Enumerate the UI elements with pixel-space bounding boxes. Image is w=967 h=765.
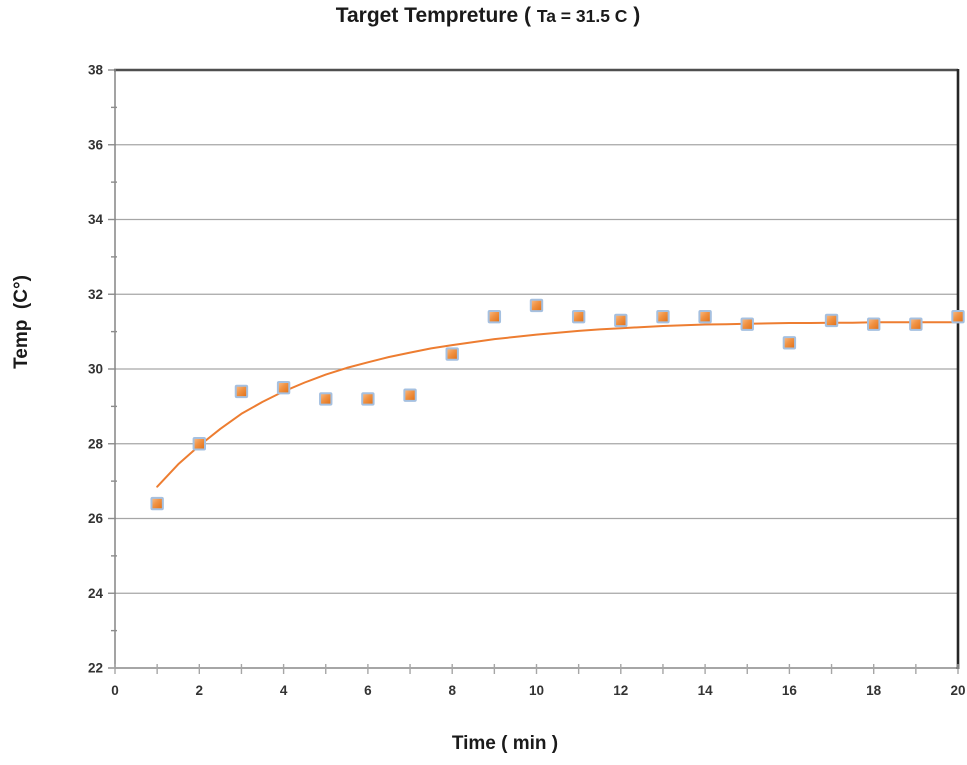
y-tick-label-34: 34 — [88, 212, 104, 227]
data-point-x6 — [361, 392, 375, 406]
data-point-markers — [150, 298, 965, 511]
y-tick-label-36: 36 — [88, 137, 104, 152]
data-point-x17 — [824, 313, 839, 328]
chart-title: Target Tempreture ( Ta = 31.5 C ) — [336, 4, 641, 28]
data-point-x12 — [614, 313, 628, 328]
y-tick-label-26: 26 — [88, 511, 104, 526]
data-point-x18 — [867, 317, 881, 331]
fitted-trend-curve — [156, 321, 959, 488]
chart-title-suffix: ) — [627, 4, 641, 27]
y-tick-label-30: 30 — [88, 362, 103, 377]
x-axis-title: Time ( min ) — [451, 733, 559, 754]
x-tick-label-16: 16 — [782, 683, 798, 698]
data-point-x14 — [698, 309, 712, 324]
tick-marks — [108, 69, 959, 674]
data-point-x2 — [192, 437, 207, 451]
x-tick-label-8: 8 — [448, 683, 456, 698]
data-point-x15 — [740, 317, 754, 331]
data-point-x3 — [234, 384, 249, 399]
x-tick-label-18: 18 — [866, 683, 882, 698]
chart-title-prefix: Target Tempreture ( — [335, 4, 537, 27]
data-point-x20 — [951, 309, 965, 324]
data-point-x1 — [150, 496, 164, 511]
data-point-x10 — [529, 298, 544, 313]
data-point-x11 — [571, 309, 586, 324]
x-tick-label-20: 20 — [950, 683, 965, 698]
y-tick-label-32: 32 — [88, 287, 103, 302]
x-tick-label-6: 6 — [364, 683, 372, 698]
data-point-x7 — [403, 388, 417, 402]
x-tick-label-14: 14 — [698, 683, 714, 698]
x-tick-label-4: 4 — [280, 683, 288, 698]
x-tick-label-2: 2 — [196, 683, 204, 698]
data-point-x5 — [319, 392, 333, 406]
y-tick-label-38: 38 — [88, 63, 104, 78]
y-tick-label-24: 24 — [88, 586, 104, 601]
data-point-x4 — [276, 380, 291, 395]
y-tick-label-28: 28 — [88, 436, 104, 451]
trend-curve — [156, 321, 959, 488]
data-point-x19 — [909, 317, 923, 331]
data-point-x16 — [782, 336, 797, 350]
data-point-x9 — [487, 309, 502, 324]
chart-title-parameter: Ta = 31.5 C — [536, 6, 628, 26]
y-tick-label-22: 22 — [88, 661, 103, 676]
horizontal-gridlines — [115, 144, 958, 594]
x-tick-label-0: 0 — [111, 683, 119, 698]
x-tick-label-12: 12 — [613, 683, 628, 698]
data-point-x8 — [445, 347, 459, 361]
data-point-x13 — [656, 309, 670, 324]
x-tick-label-10: 10 — [529, 683, 544, 698]
